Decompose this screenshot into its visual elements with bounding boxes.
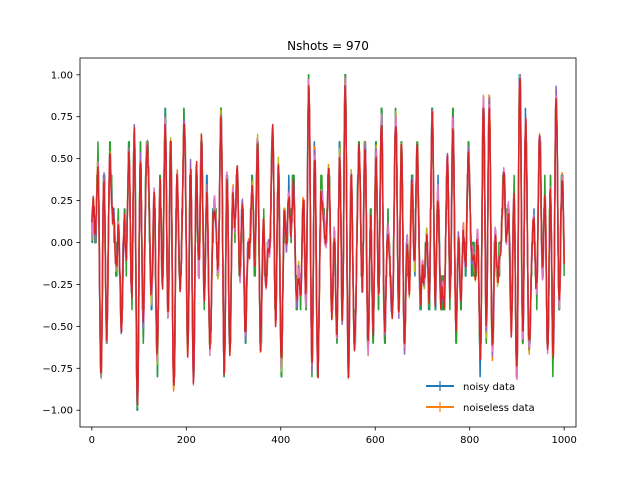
y-tick-label: 0.75 xyxy=(51,112,73,123)
y-tick-label: 0.00 xyxy=(51,238,73,249)
y-tick-label: −1.00 xyxy=(42,406,73,417)
x-tick-label: 200 xyxy=(177,435,196,446)
legend-label: noisy data xyxy=(463,382,515,393)
y-axis: −1.00 −0.75 −0.50 −0.25 0.00 0.25 0.50 0.75 1.00 xyxy=(42,70,80,417)
x-tick-label: 0 xyxy=(89,435,95,446)
legend-label: noiseless data xyxy=(463,403,535,414)
y-tick-label: −0.50 xyxy=(42,322,73,333)
y-tick-label: 0.25 xyxy=(51,196,73,207)
series-layer xyxy=(91,74,565,411)
x-axis: 0 200 400 600 800 1000 xyxy=(89,427,577,446)
y-tick-label: 1.00 xyxy=(51,70,73,81)
x-tick-label: 1000 xyxy=(551,435,576,446)
chart-title: Nshots = 970 xyxy=(287,39,369,53)
y-tick-label: 0.50 xyxy=(51,154,73,165)
series-line-7 xyxy=(91,77,565,406)
x-tick-label: 600 xyxy=(366,435,385,446)
x-tick-label: 800 xyxy=(460,435,479,446)
x-tick-label: 400 xyxy=(271,435,290,446)
legend: noisy data noiseless data xyxy=(426,381,535,414)
y-tick-label: −0.75 xyxy=(42,364,73,375)
y-tick-label: −0.25 xyxy=(42,280,73,291)
